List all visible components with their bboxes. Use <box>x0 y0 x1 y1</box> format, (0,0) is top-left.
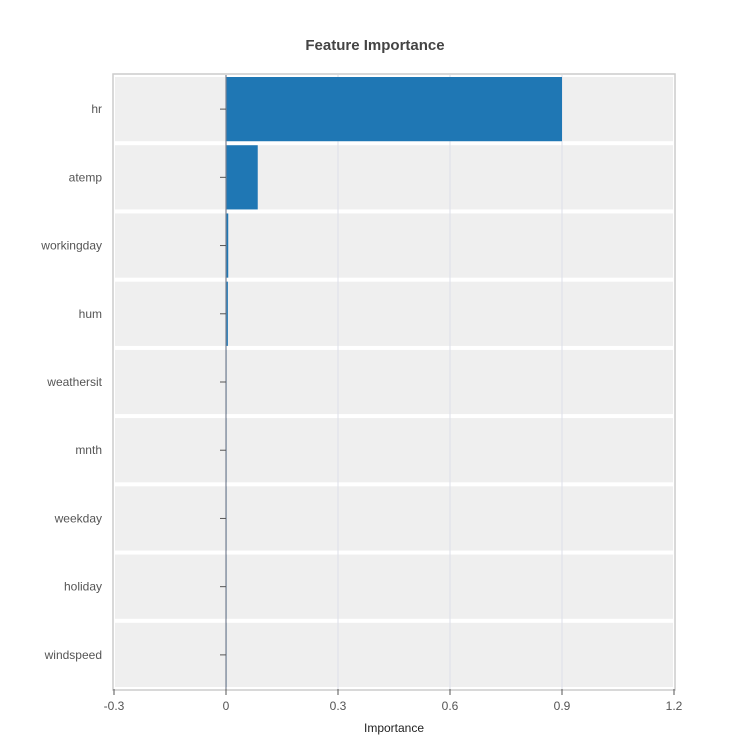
y-tick-label: mnth <box>75 443 102 457</box>
x-tick-label: -0.3 <box>104 699 125 713</box>
y-tick-label: holiday <box>64 580 102 594</box>
category-band <box>115 145 673 210</box>
category-band <box>115 281 673 346</box>
category-band <box>115 486 673 551</box>
y-tick-label: hum <box>79 307 102 321</box>
y-tick-label: windspeed <box>44 648 102 662</box>
bar-atemp <box>226 145 258 210</box>
category-band <box>115 418 673 483</box>
y-tick-label: weekday <box>54 511 102 525</box>
bar-hr <box>226 77 562 142</box>
bars <box>226 77 562 687</box>
x-tick-label: 0.6 <box>442 699 459 713</box>
category-bands <box>115 77 673 687</box>
category-band <box>115 554 673 619</box>
y-tick-label: weathersit <box>46 375 102 389</box>
chart-title: Feature Importance <box>305 37 444 54</box>
bar-hum <box>226 281 228 346</box>
category-band <box>115 349 673 415</box>
grid-lines <box>337 75 563 689</box>
x-tick-label: 1.2 <box>666 699 683 713</box>
category-band <box>115 622 673 687</box>
bar-workingday <box>226 213 229 278</box>
x-tick-label: 0 <box>223 699 230 713</box>
category-band <box>115 213 673 278</box>
x-tick-label: 0.9 <box>554 699 571 713</box>
y-tick-label: workingday <box>40 239 102 253</box>
y-tick-label: atemp <box>69 170 103 184</box>
y-tick-label: hr <box>91 102 102 116</box>
x-axis: -0.3 0 0.3 0.6 0.9 1.2 <box>104 689 683 713</box>
y-axis: hr atemp workingday hum weathersit mnth weekda… <box>40 102 226 662</box>
x-tick-label: 0.3 <box>330 699 347 713</box>
x-axis-label: Importance <box>364 721 424 735</box>
